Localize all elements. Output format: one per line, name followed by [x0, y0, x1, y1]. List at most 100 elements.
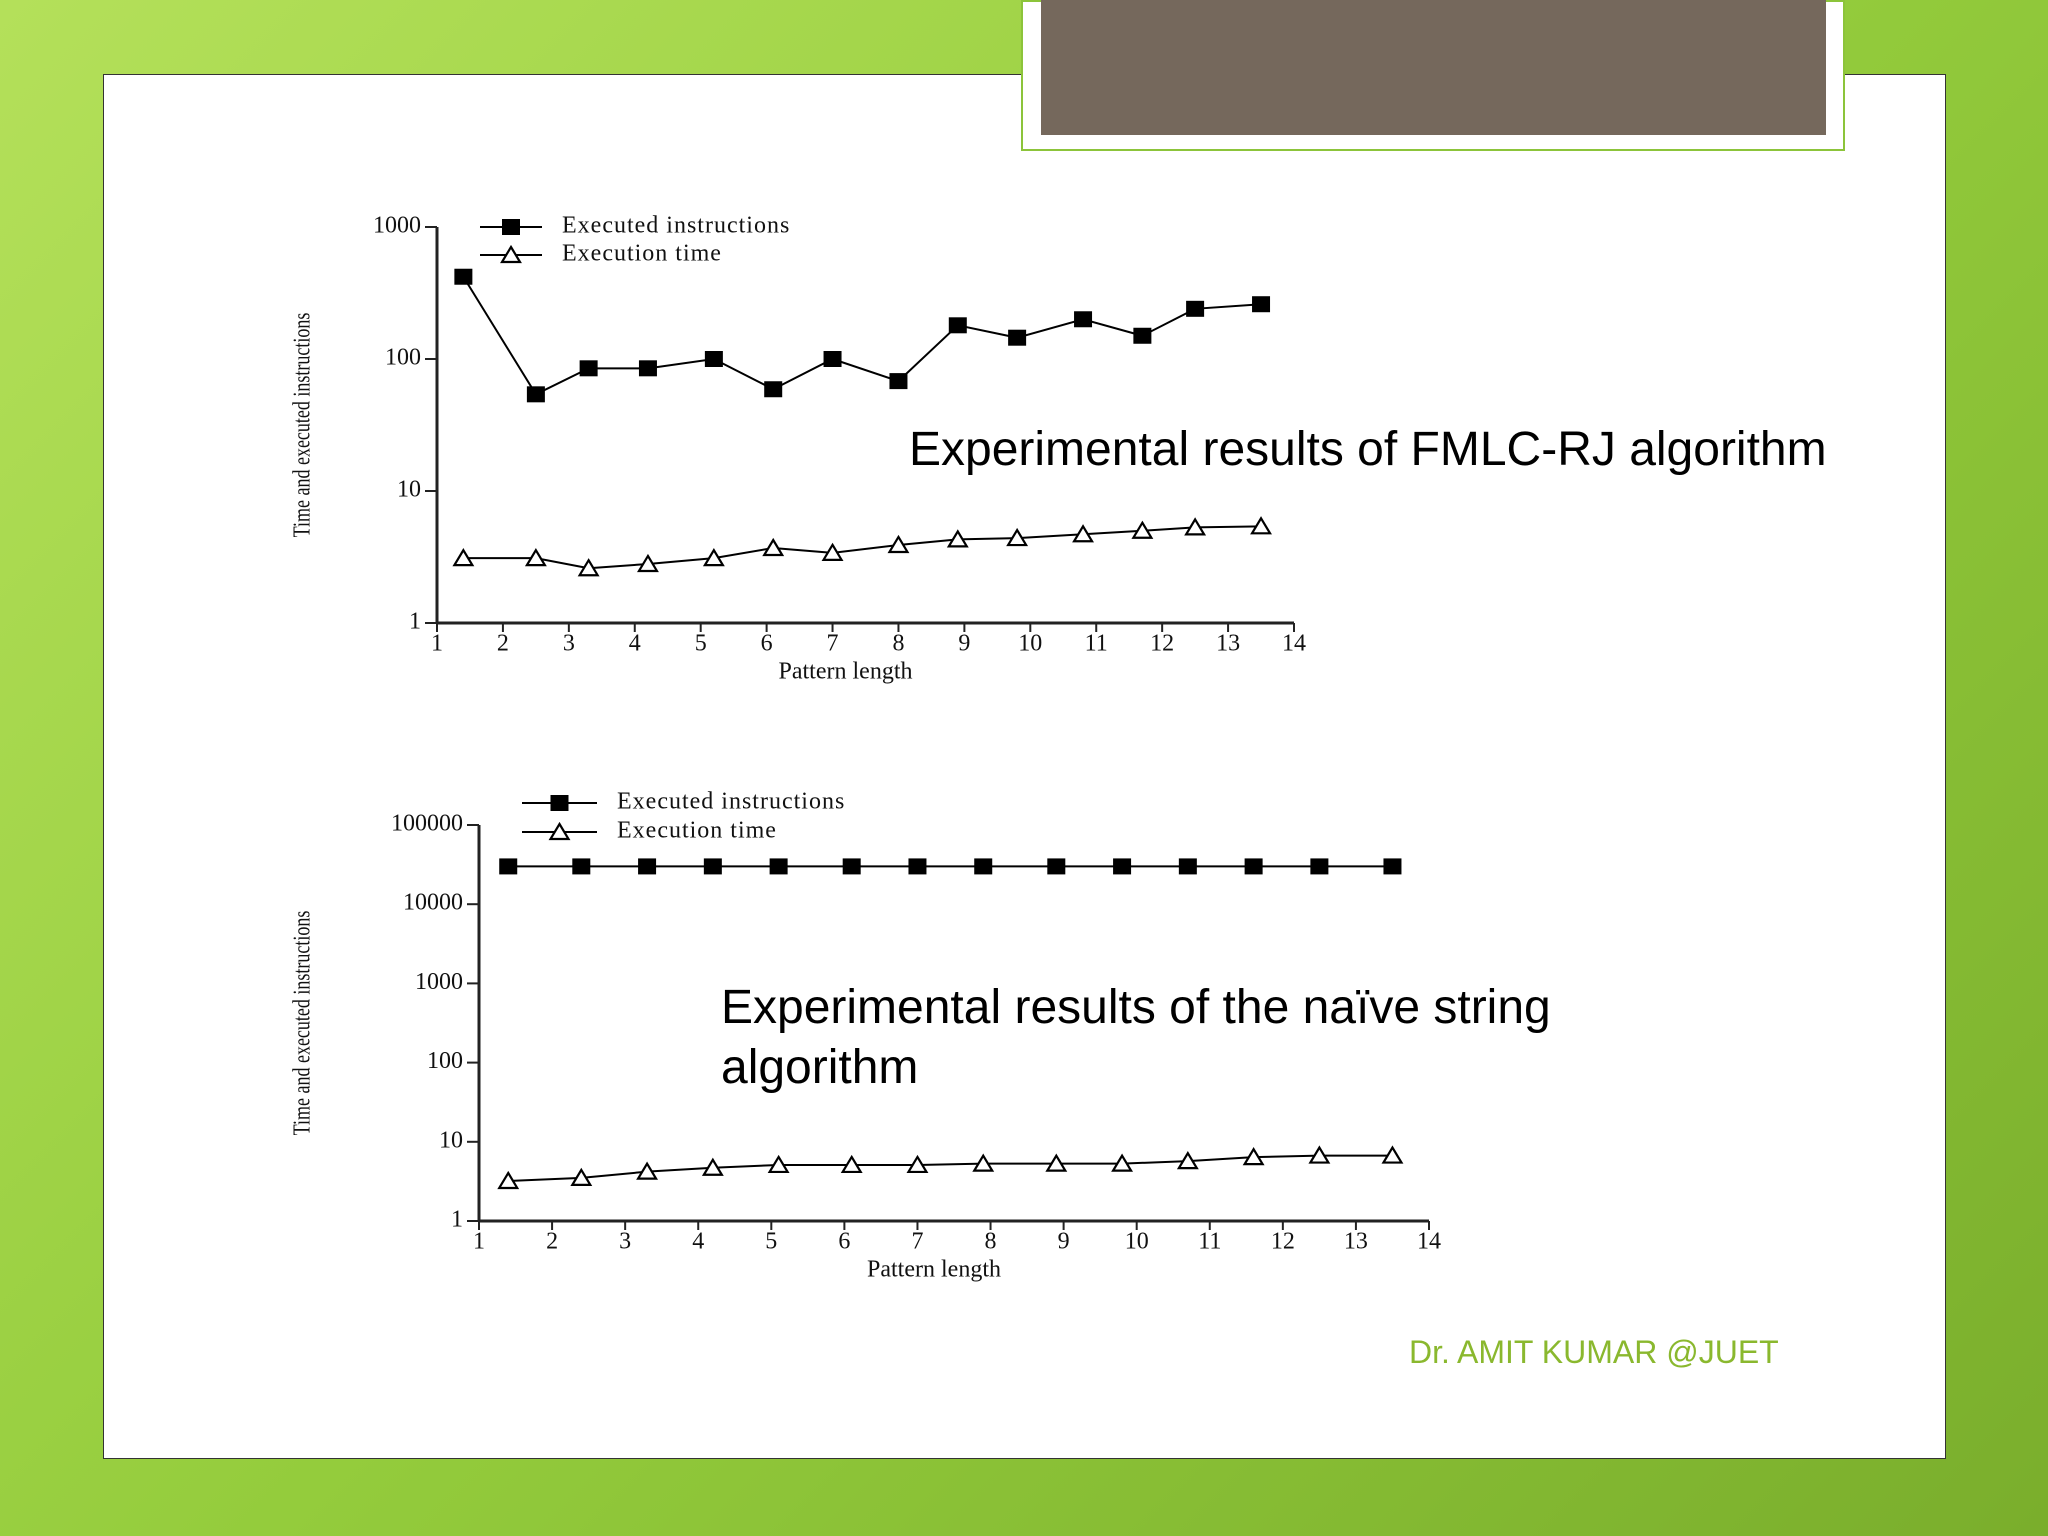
marker — [1178, 858, 1197, 875]
x-tick-label: 1 — [473, 1229, 485, 1255]
marker — [1250, 516, 1272, 535]
marker — [1111, 1153, 1134, 1172]
marker — [1310, 858, 1329, 875]
marker — [1072, 524, 1094, 543]
marker — [972, 1153, 995, 1172]
marker — [704, 351, 723, 367]
x-tick-label: 6 — [761, 631, 773, 657]
marker — [764, 381, 783, 398]
legend-label: Execution time — [562, 241, 722, 267]
x-axis-title: Pattern length — [867, 1257, 1001, 1283]
marker — [821, 542, 844, 561]
marker — [1186, 300, 1205, 317]
slide — [103, 74, 1946, 1459]
title-box — [1041, 0, 1826, 135]
legend-marker — [500, 244, 522, 264]
x-tick-label: 13 — [1216, 631, 1240, 657]
y-tick-label: 1000 — [373, 213, 421, 239]
x-tick-label: 9 — [1058, 1229, 1070, 1255]
x-tick-label: 6 — [838, 1229, 850, 1255]
x-tick-label: 8 — [892, 631, 904, 657]
marker — [1133, 327, 1152, 344]
x-tick-label: 4 — [692, 1229, 704, 1255]
caption: Experimental results of the naïve string… — [721, 981, 1551, 1094]
series-line — [508, 1154, 1393, 1182]
marker — [1383, 858, 1402, 875]
legend-marker — [550, 795, 569, 811]
marker — [1252, 296, 1271, 313]
x-tick-label: 7 — [827, 631, 839, 657]
x-tick-label: 11 — [1198, 1229, 1221, 1255]
legend-label: Executed instructions — [617, 789, 845, 815]
x-tick-label: 2 — [546, 1229, 558, 1255]
marker — [572, 858, 591, 875]
marker — [889, 373, 908, 390]
x-tick-label: 10 — [1018, 631, 1042, 657]
marker — [526, 386, 545, 403]
marker — [1176, 1150, 1199, 1170]
marker — [767, 1154, 790, 1174]
marker — [499, 858, 518, 875]
x-tick-label: 12 — [1271, 1229, 1295, 1255]
y-tick-label: 100 — [385, 345, 421, 371]
y-tick-label: 10 — [439, 1127, 463, 1153]
marker — [577, 558, 600, 577]
legend-marker — [548, 821, 571, 841]
marker — [842, 858, 861, 875]
y-tick-label: 1 — [451, 1207, 463, 1233]
marker — [974, 858, 993, 875]
y-axis-title: Time and executed instructions — [288, 911, 315, 1136]
x-tick-label: 7 — [911, 1229, 923, 1255]
marker — [1006, 527, 1029, 547]
marker — [1242, 1147, 1265, 1166]
marker — [570, 1167, 593, 1187]
legend-label: Executed instructions — [562, 213, 790, 239]
x-tick-label: 10 — [1125, 1229, 1149, 1255]
marker — [1381, 1145, 1404, 1164]
marker — [452, 548, 475, 567]
x-tick-label: 1 — [431, 631, 443, 657]
x-axis-title: Pattern length — [779, 659, 913, 685]
y-tick-label: 100000 — [391, 811, 463, 837]
x-tick-label: 3 — [563, 631, 575, 657]
marker — [769, 858, 788, 875]
marker — [702, 548, 725, 567]
legend-marker — [502, 219, 520, 235]
marker — [1184, 517, 1207, 536]
marker — [1131, 520, 1154, 539]
series-line — [463, 525, 1262, 570]
marker — [638, 858, 657, 875]
x-tick-label: 14 — [1417, 1229, 1441, 1255]
marker — [840, 1154, 863, 1174]
y-tick-label: 100 — [427, 1048, 463, 1074]
marker — [1244, 858, 1263, 875]
marker — [887, 534, 910, 554]
marker — [908, 858, 927, 875]
marker — [637, 553, 659, 573]
x-tick-label: 12 — [1150, 631, 1174, 657]
marker — [579, 360, 598, 377]
marker — [948, 317, 967, 334]
marker — [906, 1154, 929, 1174]
footer: Dr. AMIT KUMAR @JUET — [1409, 1334, 1779, 1370]
marker — [497, 1170, 520, 1190]
y-tick-label: 1000 — [415, 969, 463, 995]
x-tick-label: 9 — [958, 631, 970, 657]
x-tick-label: 13 — [1344, 1229, 1368, 1255]
marker — [524, 548, 547, 567]
marker — [1308, 1145, 1331, 1164]
y-tick-label: 10 — [397, 477, 421, 503]
marker — [823, 351, 842, 367]
marker — [946, 529, 969, 548]
marker — [1045, 1153, 1068, 1172]
x-tick-label: 11 — [1085, 631, 1108, 657]
marker — [636, 1161, 659, 1180]
x-tick-label: 4 — [629, 631, 641, 657]
x-tick-label: 5 — [695, 631, 707, 657]
x-tick-label: 5 — [765, 1229, 777, 1255]
x-tick-label: 3 — [619, 1229, 631, 1255]
marker — [454, 268, 473, 285]
marker — [1113, 858, 1132, 875]
marker — [638, 360, 657, 377]
